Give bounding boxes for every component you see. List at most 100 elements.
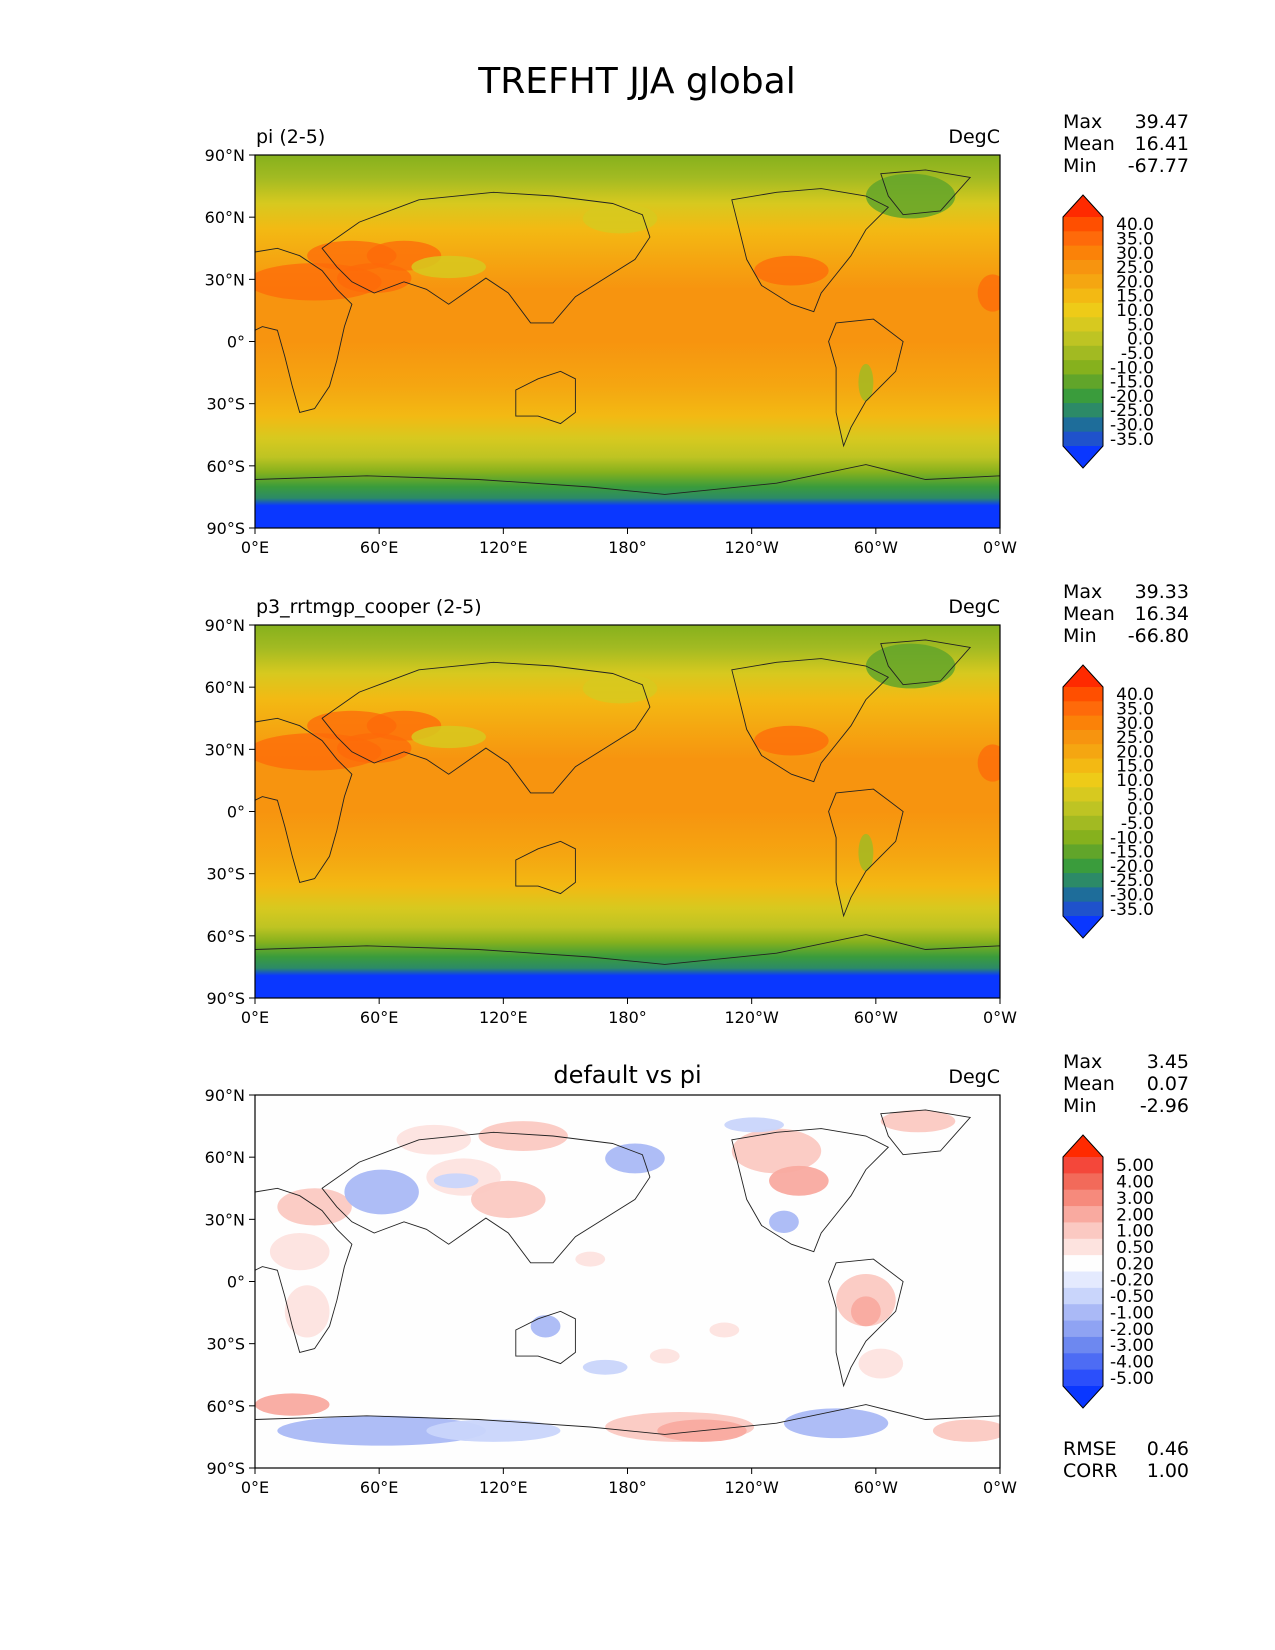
anomaly-region (932, 1419, 1000, 1442)
anomaly-region (724, 1117, 784, 1133)
colorbar-level-label: 10.0 (1116, 771, 1154, 791)
lat-tick-label: 30°N (205, 740, 245, 759)
lon-tick-label: 60°W (854, 538, 898, 557)
colorbar-arrow-max (1063, 1135, 1103, 1157)
colorbar-segment (1063, 901, 1103, 917)
colorbar-level-label: -0.50 (1110, 1287, 1154, 1307)
lat-tick-label: 90°S (206, 519, 245, 538)
lat-tick-label: 30°N (205, 270, 245, 289)
colorbar-level-label: -1.00 (1110, 1303, 1154, 1323)
stat-value: -66.80 (1128, 625, 1189, 647)
stat-label: Min (1063, 1095, 1097, 1117)
figure-title: TREFHT JJA global (477, 61, 795, 102)
lat-tick-label: 90°S (206, 989, 245, 1008)
colorbar-segment (1063, 231, 1103, 247)
cool-region (865, 173, 956, 219)
colorbar-level-label: 15.0 (1116, 287, 1154, 307)
colorbar-segment (1063, 1189, 1103, 1207)
colorbar-segment (1063, 1304, 1103, 1322)
anomaly-region (471, 1180, 546, 1219)
colorbar-level-label: 5.0 (1127, 785, 1154, 805)
lon-tick-label: 120°E (479, 538, 528, 557)
colorbar-segment (1063, 701, 1103, 717)
panel-2: p3_rrtmgp_cooper (2-5) DegC 90°N 60°N 30°N 0°… (205, 581, 1189, 1027)
anomaly-region (649, 1348, 680, 1364)
colorbar-arrow-max (1063, 195, 1103, 217)
colorbar-level-label: -5.00 (1110, 1369, 1154, 1389)
colorbar-segment (1063, 801, 1103, 817)
stat-label: Max (1063, 111, 1102, 133)
cool-region (865, 643, 956, 689)
colorbar-segment (1063, 1238, 1103, 1256)
colorbar-level-label: 30.0 (1116, 244, 1154, 264)
panel-3: default vs pi DegC 90°N 60°N 30°N 0° 30°S 60°S 9… (205, 1051, 1189, 1497)
colorbar-arrow-min (1063, 446, 1103, 468)
lat-tick-label: 90°S (206, 1459, 245, 1478)
colorbar-segment (1063, 1157, 1103, 1174)
anomaly-region (284, 1285, 330, 1338)
anomaly-region (344, 1169, 419, 1215)
cool-region (411, 725, 486, 749)
colorbar-level-label: 40.0 (1116, 685, 1154, 705)
anomaly-region (605, 1143, 665, 1174)
colorbar-frame (1062, 1134, 1104, 1409)
anomaly-region (582, 1359, 628, 1375)
colorbar-level-label: -10.0 (1110, 358, 1154, 378)
colorbar-segment (1063, 1320, 1103, 1338)
colorbar-level-label: -10.0 (1110, 828, 1154, 848)
lon-tick-label: 0°W (983, 1478, 1017, 1497)
colorbar-level-label: -15.0 (1110, 373, 1154, 393)
colorbar-level-label: -30.0 (1110, 416, 1154, 436)
lon-tick-label: 0°W (983, 538, 1017, 557)
colorbar-segment (1063, 403, 1103, 418)
coastlines (255, 639, 1000, 998)
colorbar-segment (1063, 772, 1103, 788)
stat-label: Min (1063, 625, 1097, 647)
lat-tick-label: 90°N (205, 146, 245, 165)
lat-tick-label: 90°N (205, 616, 245, 635)
lon-tick-label: 120°W (724, 538, 779, 557)
anomaly-region (769, 1210, 799, 1234)
colorbar-level-label: 1.00 (1116, 1222, 1154, 1242)
anomaly-region (255, 1393, 330, 1416)
lat-tick-label: 60°N (205, 678, 245, 697)
stat-label: Mean (1063, 133, 1115, 155)
lon-tick-label: 0°W (983, 1008, 1017, 1027)
stat-value: 0.07 (1147, 1073, 1189, 1095)
panels: pi (2-5) DegC90°N60°N30°N0°30°S60°S90°S0°… (205, 111, 1189, 1497)
colorbar-level-label: -30.0 (1110, 886, 1154, 906)
stat-value: 3.45 (1147, 1051, 1189, 1073)
colorbar-level-label: -2.00 (1110, 1320, 1154, 1340)
colorbar-segment (1063, 758, 1103, 774)
colorbar-segment (1063, 317, 1103, 332)
colorbar-level-label: 4.00 (1116, 1173, 1154, 1193)
cool-region (582, 203, 658, 234)
colorbar-segment (1063, 815, 1103, 831)
colorbar-arrow-min (1063, 1386, 1103, 1408)
colorbar-level-label: 25.0 (1116, 728, 1154, 748)
anomaly-region (478, 1121, 568, 1151)
colorbar-segment (1063, 887, 1103, 903)
colorbar-level-label: -20.0 (1110, 857, 1154, 877)
lat-tick-label: 0° (227, 333, 245, 352)
lon-tick-label: 60°E (360, 538, 398, 557)
lat-tick-label: 60°N (205, 208, 245, 227)
units-label: DegC (948, 596, 1000, 618)
stat-value: 0.46 (1147, 1438, 1189, 1460)
colorbar-segment (1063, 858, 1103, 874)
lon-tick-label: 120°E (479, 1008, 528, 1027)
colorbar-segment (1063, 245, 1103, 261)
colorbar-segment (1063, 1336, 1103, 1354)
colorbar-level-label: 25.0 (1116, 258, 1154, 278)
stat-value: -2.96 (1140, 1095, 1189, 1117)
colorbar-level-label: 40.0 (1116, 215, 1154, 235)
colorbar-level-label: -35.0 (1110, 430, 1154, 450)
anomaly-region (396, 1124, 472, 1155)
colorbar-level-label: -4.00 (1110, 1352, 1154, 1372)
anomaly-region (880, 1109, 956, 1133)
anomaly-region (433, 1173, 479, 1189)
stat-label: Max (1063, 1051, 1102, 1073)
colorbar-level-label: 0.50 (1116, 1238, 1154, 1258)
colorbar-level-label: -25.0 (1110, 401, 1154, 421)
lat-tick-label: 0° (227, 803, 245, 822)
